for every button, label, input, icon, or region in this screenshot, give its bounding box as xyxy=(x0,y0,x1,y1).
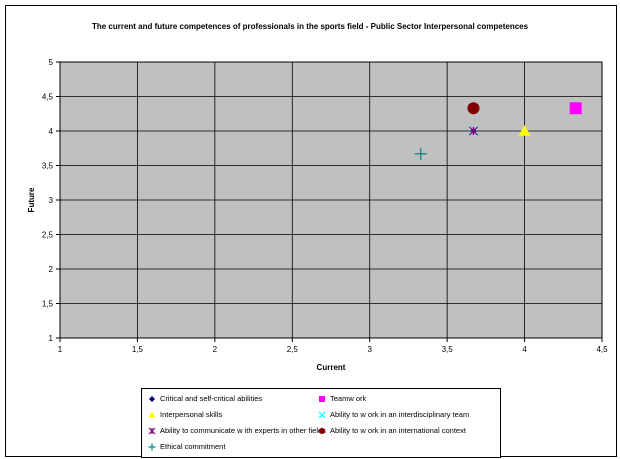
legend-label: Ability to w ork in an international con… xyxy=(330,426,466,435)
x-axis-title: Current xyxy=(317,363,346,372)
y-axis-title: Future xyxy=(27,187,36,212)
legend-marker-shape xyxy=(318,411,326,418)
legend-label: Teamw ork xyxy=(330,394,367,403)
legend-item: Ability to w ork in an interdisciplinary… xyxy=(318,410,469,419)
legend-marker xyxy=(149,395,155,402)
data-point xyxy=(518,125,531,136)
chart-title: The current and future competences of pr… xyxy=(91,22,529,31)
y-tick-label: 2 xyxy=(49,265,54,274)
data-point xyxy=(569,102,582,115)
legend-marker-shape xyxy=(319,427,325,434)
legend-marker-shape xyxy=(149,395,155,402)
legend-label: Ability to w ork in an interdisciplinary… xyxy=(330,410,470,419)
legend-marker-shape xyxy=(148,443,156,450)
x-tick-label: 3,5 xyxy=(442,345,454,354)
legend-label: Critical and self-critical abilities xyxy=(160,394,263,403)
y-tick-label: 2,5 xyxy=(42,231,54,240)
legend-marker xyxy=(148,427,156,434)
legend-label: Ability to communicate w ith experts in … xyxy=(160,426,326,435)
x-tick-label: 4,5 xyxy=(596,345,608,354)
data-point xyxy=(469,126,478,136)
x-tick-label: 4 xyxy=(522,345,527,354)
legend-item: Ability to communicate w ith experts in … xyxy=(148,426,326,435)
legend-item: Teamw ork xyxy=(318,394,366,403)
x-tick-label: 1 xyxy=(58,345,63,354)
data-point xyxy=(414,147,427,160)
legend-marker-shape xyxy=(319,395,325,402)
legend-item: Ability to w ork in an international con… xyxy=(318,426,466,435)
legend-marker xyxy=(148,443,156,450)
x-tick-label: 1,5 xyxy=(132,345,144,354)
legend-marker-shape xyxy=(148,411,156,418)
y-tick-label: 1 xyxy=(49,334,54,343)
data-point xyxy=(467,102,480,115)
x-tick-label: 3 xyxy=(367,345,372,354)
legend-item: Ethical commitment xyxy=(148,442,225,451)
y-tick-label: 4,5 xyxy=(42,93,54,102)
x-tick-label: 2,5 xyxy=(287,345,299,354)
legend-label: Interpersonal skills xyxy=(160,410,223,419)
legend-marker-shape xyxy=(148,427,156,434)
y-tick-label: 4 xyxy=(49,127,54,136)
legend-label: Ethical commitment xyxy=(160,442,226,451)
legend-marker xyxy=(319,395,325,402)
y-tick-label: 3 xyxy=(49,196,54,205)
y-tick-label: 1,5 xyxy=(42,300,54,309)
y-tick-label: 5 xyxy=(49,58,54,67)
legend-item: Critical and self-critical abilities xyxy=(148,394,262,403)
y-tick-label: 3,5 xyxy=(42,162,54,171)
legend-marker xyxy=(148,411,156,418)
legend-marker xyxy=(319,427,325,434)
legend-item: Interpersonal skills xyxy=(148,410,222,419)
legend: Critical and self-critical abilities Team… xyxy=(141,388,501,458)
x-tick-label: 2 xyxy=(213,345,218,354)
legend-marker xyxy=(318,411,326,418)
